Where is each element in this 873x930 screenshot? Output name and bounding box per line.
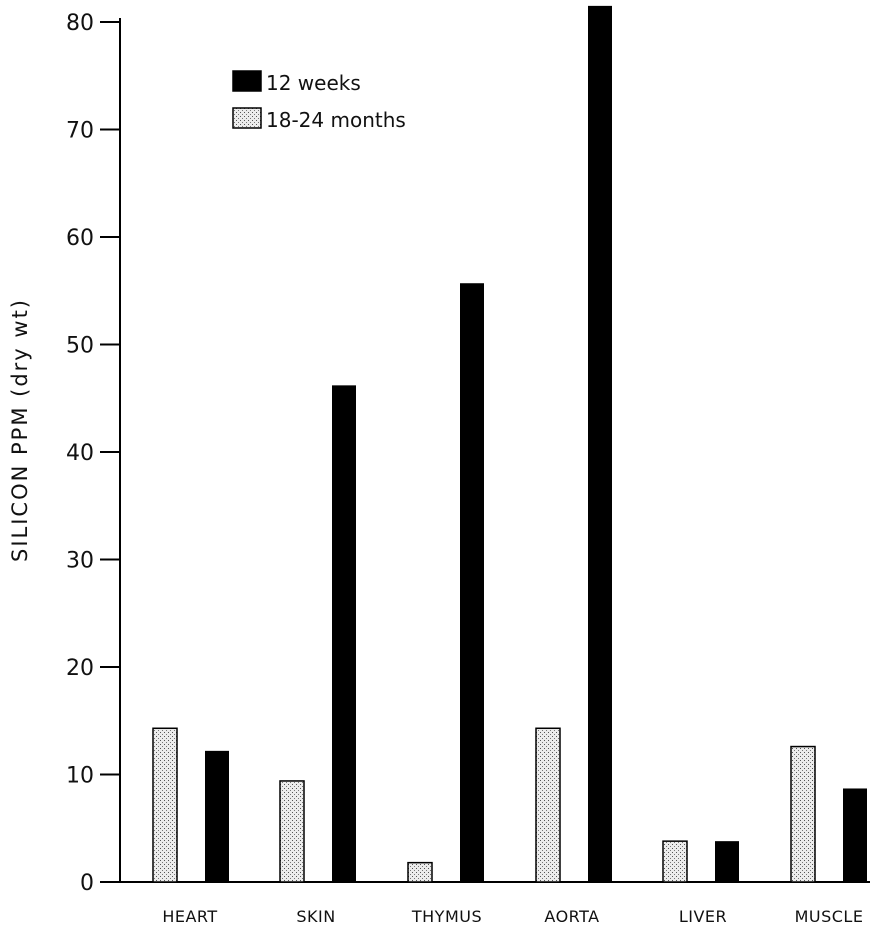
bar-liver-18-24-months [662, 840, 688, 883]
x-category-labels: HEART SKIN THYMUS AORTA LIVER MUSCLE [162, 907, 863, 926]
legend-swatch-18-24-months [232, 107, 262, 129]
bar-heart-18-24-months [152, 727, 178, 883]
bar-liver-12-weeks [715, 841, 739, 882]
bar-skin-18-24-months [279, 780, 305, 883]
bar-aorta-12-weeks [588, 5, 612, 882]
x-category-label: MUSCLE [795, 907, 864, 926]
y-tick-label: 30 [66, 549, 94, 574]
y-tick-label: 40 [66, 441, 94, 466]
legend-label-12-weeks: 12 weeks [266, 71, 361, 95]
y-tick-label: 20 [66, 656, 94, 681]
bar-muscle-12-weeks [843, 788, 867, 882]
x-category-label: AORTA [544, 907, 599, 926]
x-category-label: SKIN [296, 907, 335, 926]
y-tick-label: 10 [66, 764, 94, 789]
bar-thymus-12-weeks [460, 283, 484, 883]
y-tick-label: 70 [66, 119, 94, 144]
legend-swatch-12-weeks [232, 70, 262, 92]
x-category-label: LIVER [679, 907, 727, 926]
x-category-label: HEART [162, 907, 217, 926]
bar-heart-12-weeks [205, 750, 229, 882]
x-category-label: THYMUS [411, 907, 482, 926]
y-tick-label: 50 [66, 334, 94, 359]
y-tick-label: 60 [66, 226, 94, 251]
y-axis-label: SILICON PPM (dry wt) [8, 298, 32, 562]
bar-aorta-18-24-months [535, 727, 561, 883]
bars [152, 5, 867, 883]
y-ticks: 0 10 20 30 40 50 60 70 80 [66, 11, 120, 896]
bar-skin-12-weeks [332, 385, 356, 882]
bar-muscle-18-24-months [790, 745, 816, 883]
legend-label-18-24-months: 18-24 months [266, 108, 406, 132]
y-tick-label: 80 [66, 11, 94, 36]
y-tick-label: 0 [80, 871, 94, 896]
legend: 12 weeks 18-24 months [232, 70, 406, 132]
bar-thymus-18-24-months [407, 861, 433, 883]
axes [119, 18, 870, 883]
